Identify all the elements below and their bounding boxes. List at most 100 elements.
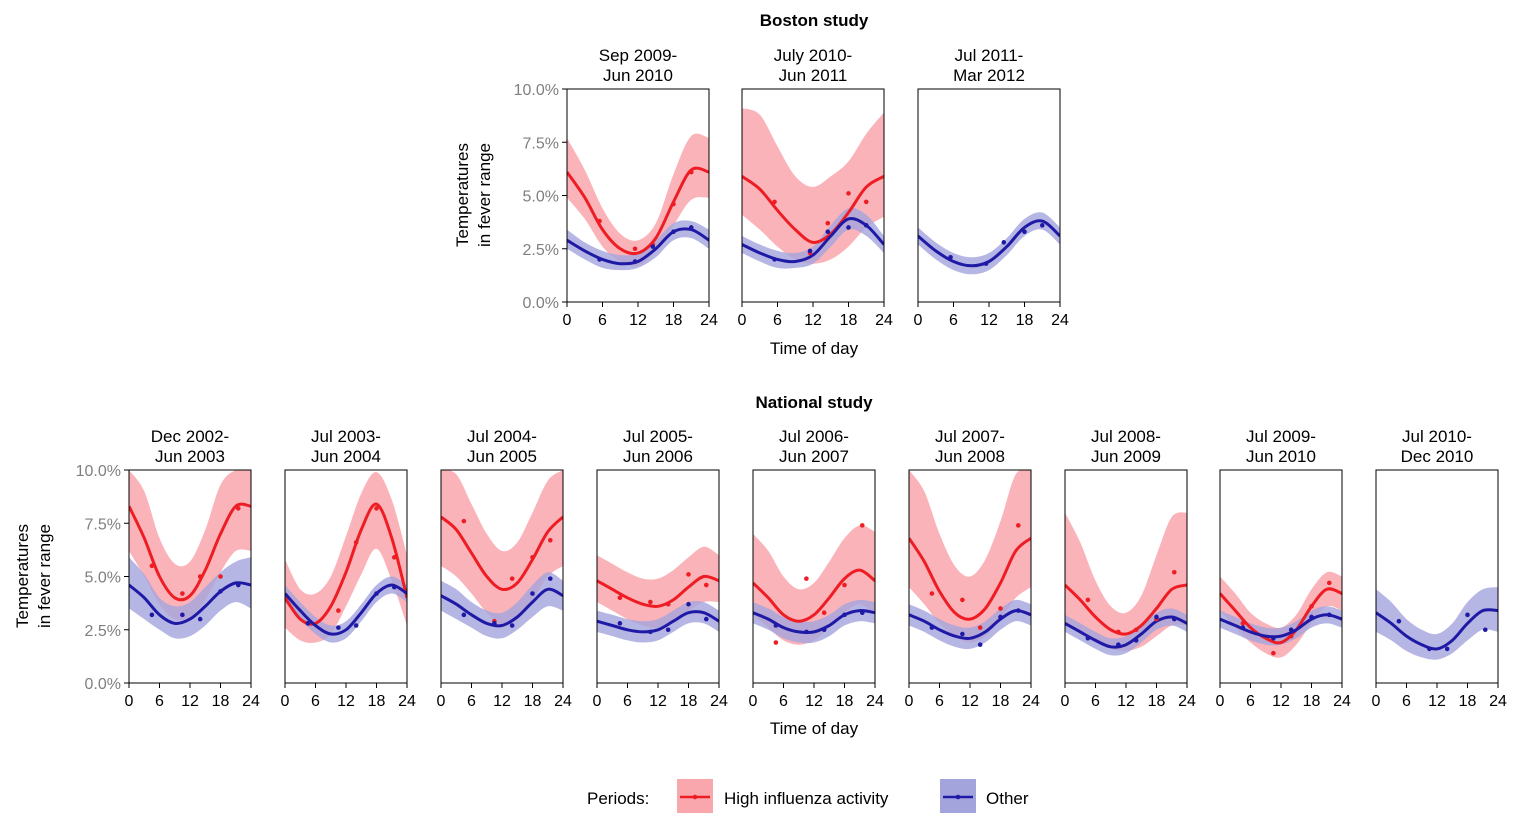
panel-title-line1: Dec 2002- (151, 427, 229, 446)
other-data-point (305, 621, 311, 626)
high-data-point (1326, 580, 1332, 586)
panel-title-line2: Jun 2010 (1246, 447, 1316, 466)
other-data-point (948, 254, 953, 260)
other-data-point (1171, 616, 1177, 622)
national-study-title: National study (755, 393, 873, 412)
high-data-point (977, 625, 983, 630)
y-tick-label: 0.0% (85, 676, 121, 693)
x-tick-label: 0 (593, 693, 602, 710)
x-tick-label: 24 (242, 693, 260, 710)
x-tick-label: 0 (738, 312, 747, 329)
y-tick-label: 2.5% (85, 623, 121, 640)
high-data-point (547, 537, 553, 543)
other-data-point (1022, 229, 1027, 235)
high-data-point (597, 218, 602, 224)
other-data-point (703, 616, 709, 622)
x-tick-label: 12 (980, 312, 998, 329)
other-data-point (1465, 612, 1470, 618)
x-tick-label: 18 (840, 312, 858, 329)
legend-other-point (955, 794, 961, 800)
other-data-point (1271, 635, 1276, 641)
high-series-line (441, 515, 563, 592)
x-tick-label: 0 (1372, 693, 1381, 710)
high-data-point (960, 597, 965, 603)
other-data-point (773, 623, 779, 628)
other-data-point (825, 229, 831, 235)
other-data-point (863, 223, 869, 228)
national-ylabel-line1: Temperatures (13, 524, 32, 628)
x-tick-label: 6 (467, 693, 476, 710)
other-data-point (1326, 612, 1332, 618)
panel-plot-area (285, 472, 407, 644)
other-data-point (509, 623, 515, 628)
other-data-point (960, 631, 965, 637)
y-tick-label: 7.5% (85, 516, 121, 533)
x-tick-label: 6 (311, 693, 320, 710)
panel-title-line2: Jun 2006 (623, 447, 693, 466)
other-data-point (929, 625, 935, 630)
x-tick-label: 0 (1061, 693, 1070, 710)
other-series-line (597, 610, 719, 634)
high-confidence-band (567, 133, 709, 267)
national-xlabel: Time of day (770, 719, 859, 738)
high-series-line (129, 502, 251, 602)
panel-title-line2: Jun 2005 (467, 447, 537, 466)
panel-title-line2: Jun 2010 (603, 66, 673, 85)
high-data-point (353, 540, 359, 545)
panel-plot-area (918, 212, 1060, 275)
other-data-point (336, 625, 341, 630)
high-data-point (197, 574, 203, 579)
panel-title-line1: Sep 2009- (599, 46, 677, 65)
x-tick-label: 12 (649, 693, 667, 710)
panel-title-line2: Jun 2008 (935, 447, 1005, 466)
other-data-point (530, 591, 535, 596)
high-data-point (821, 610, 827, 616)
x-tick-label: 18 (992, 693, 1010, 710)
other-data-point (1085, 635, 1091, 641)
other-series-line (909, 609, 1031, 640)
boston-panel-2: July 2010-Jun 2011 0 6 12 18 24 (738, 46, 893, 329)
other-data-point (859, 610, 865, 616)
x-tick-label: 0 (125, 693, 134, 710)
x-tick-label: 12 (181, 693, 199, 710)
x-tick-label: 12 (804, 312, 822, 329)
other-data-point (650, 244, 656, 249)
x-tick-label: 24 (866, 693, 884, 710)
x-tick-label: 24 (700, 312, 718, 329)
high-data-point (374, 506, 379, 511)
other-data-point (1309, 614, 1314, 620)
other-data-point (1427, 646, 1432, 652)
national-panel-2: Jul 2003-Jun 2004 0 6 12 18 24 (281, 427, 416, 710)
high-confidence-band (909, 470, 1031, 643)
x-tick-label: 6 (1091, 693, 1100, 710)
panel-title-line1: Jul 2003- (311, 427, 381, 446)
y-tick-label: 5.0% (85, 570, 121, 587)
boston-panel-3: Jul 2011-Mar 2012 0 6 12 18 24 (914, 46, 1069, 329)
high-data-point (1240, 621, 1246, 626)
other-data-point (1039, 223, 1045, 228)
national-panel-4: Jul 2005-Jun 2006 0 6 12 18 24 (593, 427, 728, 710)
x-tick-label: 12 (1117, 693, 1135, 710)
other-data-point (180, 612, 185, 618)
national-panel-3: Jul 2004-Jun 2005 0 6 12 18 24 (437, 427, 572, 710)
other-data-point (197, 616, 203, 622)
x-tick-label: 24 (1333, 693, 1351, 710)
y-tick-label: 10.0% (514, 82, 559, 99)
boston-study: Boston study Sep 2009-Jun 2010 0 6 12 18 24 0.… (453, 11, 1069, 358)
legend-title: Periods: (587, 789, 649, 808)
other-data-point (374, 591, 379, 596)
x-tick-label: 18 (1459, 693, 1477, 710)
high-data-point (218, 574, 223, 579)
legend-high-label: High influenza activity (724, 789, 889, 808)
x-tick-label: 18 (212, 693, 230, 710)
other-series-line (742, 217, 884, 264)
other-data-point (353, 623, 359, 628)
high-data-point (859, 523, 865, 528)
high-data-point (671, 201, 676, 207)
other-data-point (1154, 614, 1159, 620)
high-series-line (567, 166, 709, 256)
high-series-line (742, 174, 884, 244)
high-data-point (1171, 569, 1177, 575)
other-data-point (772, 257, 777, 262)
panel-title-line1: Jul 2006- (779, 427, 849, 446)
